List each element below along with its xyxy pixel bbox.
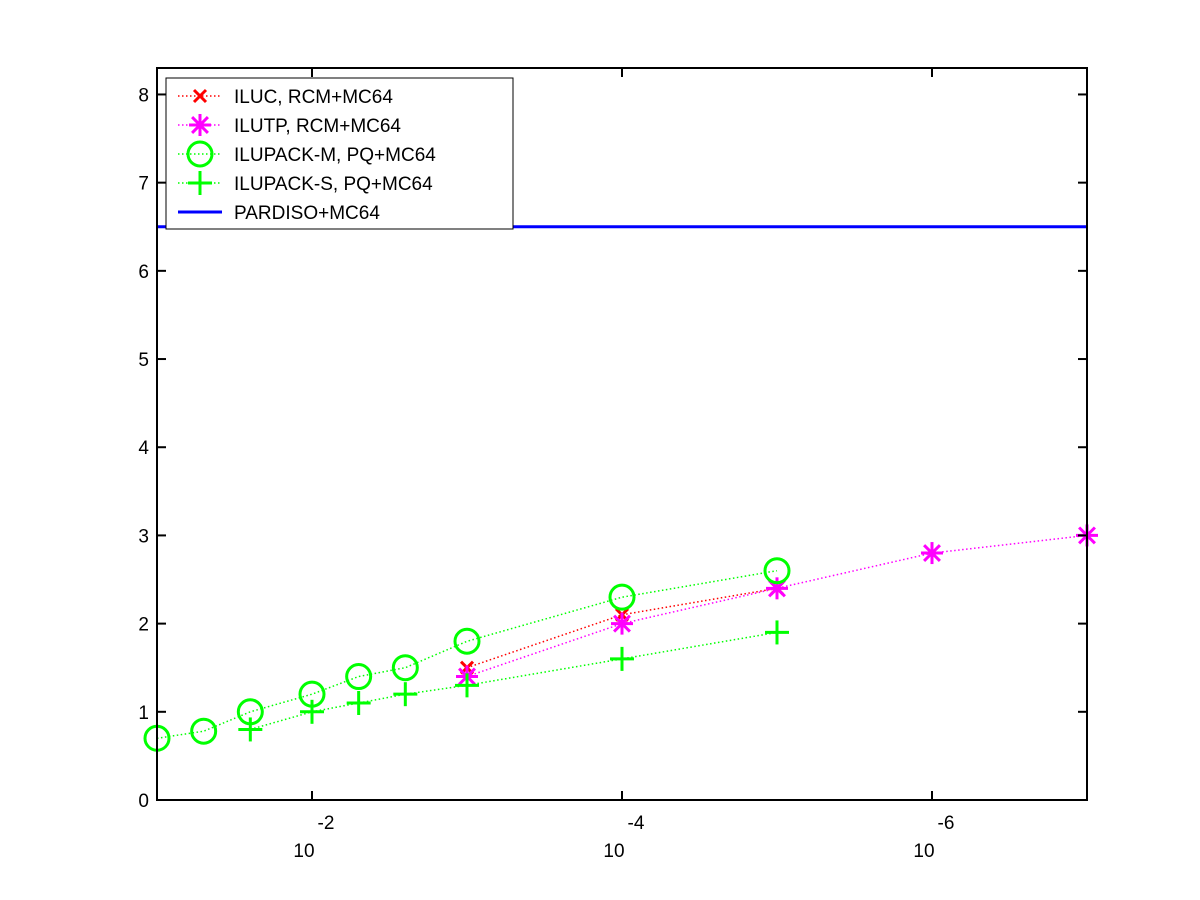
x-tick-label-exponent: -2 — [318, 813, 335, 834]
y-tick-label: 8 — [138, 85, 149, 106]
marker-stroke — [192, 88, 208, 104]
data-marker — [192, 88, 208, 104]
data-marker — [346, 690, 371, 715]
legend-box — [165, 77, 514, 230]
series-line — [466, 587, 778, 669]
legend-label: ILUPACK-M, PQ+MC64 — [234, 145, 436, 166]
x-tick-label-base: 10 — [603, 841, 624, 862]
legend-item-1: ILUC, RCM+MC64 — [178, 87, 393, 108]
series-line — [466, 534, 1088, 678]
series-line — [156, 569, 778, 740]
y-tick-label: 5 — [138, 350, 149, 371]
y-tick-label: 1 — [138, 703, 149, 724]
data-marker — [921, 542, 943, 565]
y-tick-label: 2 — [138, 615, 149, 636]
data-marker — [300, 699, 324, 724]
y-tick-label: 0 — [138, 791, 149, 812]
data-marker — [765, 620, 789, 645]
y-tick-label: 4 — [138, 438, 149, 459]
marker-stroke — [613, 614, 631, 633]
data-marker — [391, 654, 419, 682]
x-tick-label-base: 10 — [293, 841, 314, 862]
legend-label: ILUPACK-S, PQ+MC64 — [234, 174, 433, 195]
y-tick-label: 6 — [138, 262, 149, 283]
data-marker — [190, 717, 218, 745]
x-tick-label-base: 10 — [913, 841, 934, 862]
data-marker — [608, 583, 636, 611]
data-marker — [763, 557, 791, 585]
data-marker — [453, 627, 481, 655]
legend-item-5: PARDISO+MC64 — [178, 203, 380, 224]
series-4 — [238, 620, 789, 742]
x-tick-label-exponent: -6 — [938, 813, 955, 834]
legend-item-2: ILUTP, RCM+MC64 — [178, 114, 401, 137]
data-marker — [238, 717, 263, 742]
series-3 — [143, 557, 791, 752]
legend-item-4: ILUPACK-S, PQ+MC64 — [178, 171, 433, 195]
y-tick-label: 7 — [138, 174, 149, 195]
data-marker — [186, 140, 214, 168]
data-marker — [188, 171, 212, 195]
legend: ILUC, RCM+MC64 ILUTP, RCM+MC64 ILUPACK-M, … — [165, 77, 514, 230]
data-marker — [611, 612, 633, 635]
data-marker — [610, 646, 634, 671]
data-marker — [455, 673, 479, 698]
marker-stroke — [923, 544, 941, 563]
data-marker — [345, 663, 373, 691]
y-tick-label: 3 — [138, 526, 149, 547]
marker-stroke — [191, 116, 209, 134]
data-marker — [393, 682, 418, 707]
legend-label: PARDISO+MC64 — [234, 203, 380, 224]
x-tick-label-exponent: -4 — [628, 813, 645, 834]
legend-label: ILUTP, RCM+MC64 — [234, 116, 401, 137]
data-marker — [189, 114, 211, 136]
legend-label: ILUC, RCM+MC64 — [234, 87, 393, 108]
legend-item-3: ILUPACK-M, PQ+MC64 — [178, 140, 436, 168]
